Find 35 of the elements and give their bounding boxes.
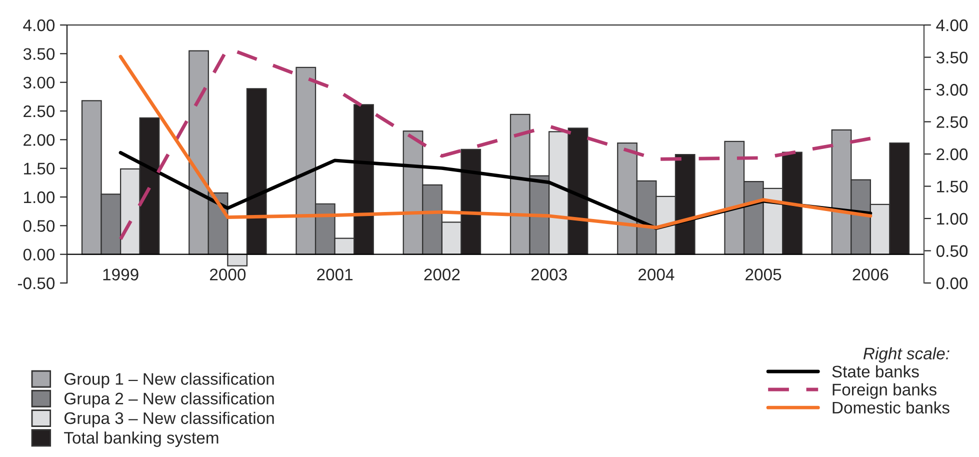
x-tick-label: 2001 xyxy=(317,268,353,280)
legend-label: Grupa 2 – New classification xyxy=(64,392,274,408)
y2-tick-label: 2.50 xyxy=(936,116,968,128)
y2-tick-label: 1.00 xyxy=(937,212,968,225)
legend-label: Foreign banks xyxy=(832,383,936,399)
x-tick-label: 2003 xyxy=(531,268,567,280)
y-tick-label: 0.50 xyxy=(23,220,55,232)
x-tick-label: 1999 xyxy=(103,268,138,280)
y-tick-label: 0.00 xyxy=(23,248,55,261)
y2-tick-label: 3.00 xyxy=(936,84,968,96)
y-tick-label: 2.00 xyxy=(24,134,55,146)
y-tick-label: 1.50 xyxy=(24,162,55,175)
y-tick-label: 2.50 xyxy=(24,105,55,118)
y-tick-label: 3.50 xyxy=(23,48,55,60)
legend-label: State banks xyxy=(832,365,919,378)
legend-label: Group 1 – New classification xyxy=(64,372,274,388)
x-tick-label: 2004 xyxy=(638,268,674,280)
x-tick-label: 2000 xyxy=(210,268,246,280)
y2-tick-label: 0.00 xyxy=(936,277,968,290)
x-tick-label: 2006 xyxy=(852,268,888,280)
y2-tick-label: 0.50 xyxy=(936,245,968,257)
y-tick-label: -0.50 xyxy=(18,277,55,290)
legend-label: Domestic banks xyxy=(832,401,950,414)
legend-label: Total banking system xyxy=(64,431,218,447)
legend-title: Right scale: xyxy=(863,347,950,363)
y-tick-label: 4.00 xyxy=(23,19,55,32)
legend-label: Grupa 3 – New classification xyxy=(64,412,274,428)
y2-tick-label: 2.00 xyxy=(936,148,968,160)
y2-tick-label: 3.50 xyxy=(936,52,968,64)
y-tick-label: 3.00 xyxy=(23,76,55,89)
y2-tick-label: 4.00 xyxy=(936,19,968,32)
x-tick-label: 2002 xyxy=(424,268,460,280)
y-tick-label: 1.00 xyxy=(24,191,55,204)
x-tick-label: 2005 xyxy=(746,268,782,280)
y2-tick-label: 1.50 xyxy=(937,180,968,192)
